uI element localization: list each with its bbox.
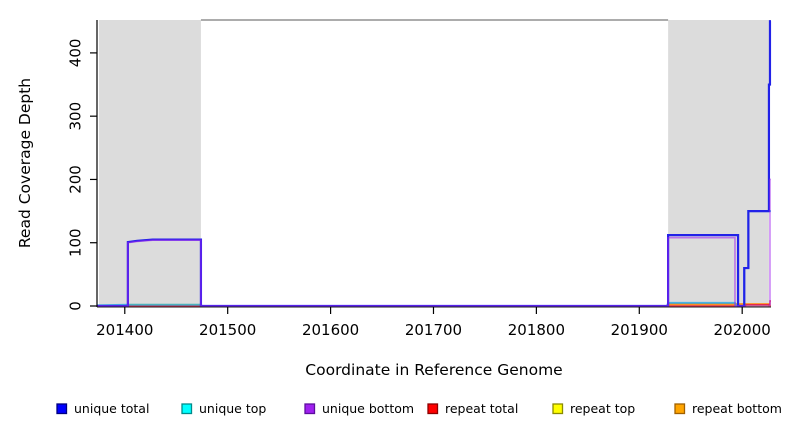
legend-swatch: [674, 403, 686, 415]
legend: unique total unique top unique bottom repea…: [56, 401, 782, 416]
repeat-region-right: [668, 20, 769, 306]
y-axis-label: Read Coverage Depth: [16, 78, 34, 248]
x-tick-label: 201900: [611, 321, 668, 339]
x-tick-label: 202000: [714, 321, 771, 339]
x-tick-label: 201800: [508, 321, 565, 339]
x-tick-label: 201600: [302, 321, 359, 339]
x-tick-label: 201400: [96, 321, 153, 339]
x-axis-ticks: 201400 201500 201600 201700 201800 201900 2020…: [96, 307, 771, 339]
legend-label: unique bottom: [322, 401, 414, 416]
legend-item-unique-top: unique top: [181, 401, 266, 416]
x-tick-label: 201700: [405, 321, 462, 339]
x-axis-label: Coordinate in Reference Genome: [305, 361, 562, 379]
legend-label: unique total: [74, 401, 149, 416]
legend-label: unique top: [199, 401, 266, 416]
x-tick-label: 201500: [199, 321, 256, 339]
repeat-shaded-regions: [99, 20, 769, 306]
legend-item-unique-bottom: unique bottom: [304, 401, 414, 416]
coverage-series-lines: [96, 20, 772, 308]
y-tick-label: 400: [67, 39, 85, 68]
legend-swatch: [304, 403, 316, 415]
y-tick-label: 300: [67, 102, 85, 131]
legend-swatch: [56, 403, 68, 415]
legend-label: repeat bottom: [692, 401, 782, 416]
legend-label: repeat total: [445, 401, 518, 416]
series-unique-bottom: [97, 178, 771, 307]
legend-swatch: [552, 403, 564, 415]
legend-item-repeat-top: repeat top: [552, 401, 635, 416]
y-tick-label: 200: [67, 165, 85, 194]
legend-item-unique-total: unique total: [56, 401, 149, 416]
legend-item-repeat-total: repeat total: [427, 401, 518, 416]
y-axis-ticks: 0 100 200 300 400: [67, 39, 97, 311]
legend-item-repeat-bottom: repeat bottom: [674, 401, 782, 416]
repeat-region-left: [99, 20, 201, 306]
y-tick-label: 100: [67, 228, 85, 257]
legend-label: repeat top: [570, 401, 635, 416]
legend-swatch: [427, 403, 439, 415]
y-tick-label: 0: [67, 301, 85, 311]
legend-swatch: [181, 403, 193, 415]
